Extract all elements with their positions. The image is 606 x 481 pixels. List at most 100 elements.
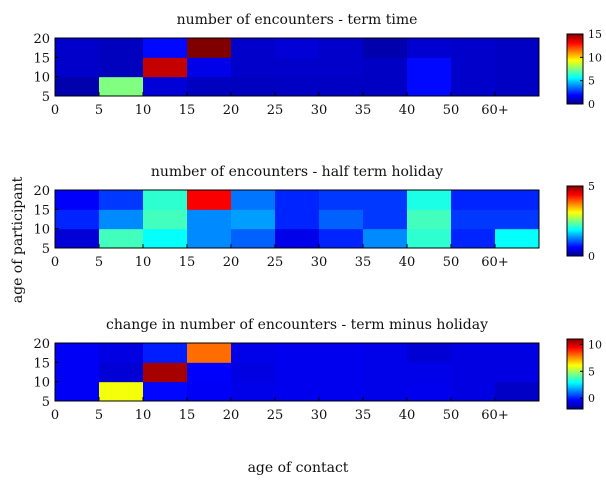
heatmap-cell: [143, 228, 188, 249]
heatmap-cell: [99, 76, 144, 97]
y-tick-label: 10: [33, 376, 50, 391]
colorbar-tick-label: 0: [588, 98, 595, 111]
y-tick-label: 5: [42, 242, 50, 257]
heatmap-cell: [231, 228, 276, 249]
heatmap-cell: [495, 228, 540, 249]
heatmap-cell: [187, 190, 232, 210]
heatmap-cell: [275, 76, 320, 97]
heatmap-panel: number of encounters - term time 0 5 10 15 20…: [33, 12, 602, 118]
heatmap-cell: [363, 362, 408, 383]
x-tick-label: 15: [179, 103, 196, 118]
x-axis-label: age of contact: [248, 460, 349, 476]
y-tick-label: 20: [33, 184, 50, 199]
colorbar-tick-label: 5: [588, 75, 595, 88]
heatmap-cell: [451, 362, 496, 383]
colorbar: [566, 338, 584, 410]
heatmap-cell: [99, 228, 144, 249]
heatmap-cell: [187, 57, 232, 78]
x-tick-label: 30: [311, 408, 328, 423]
heatmap-cell: [319, 190, 364, 210]
x-tick-label: 50: [443, 408, 460, 423]
heatmap-cell: [143, 381, 188, 402]
x-tick-label: 10: [135, 103, 152, 118]
heatmap-cell: [407, 209, 452, 230]
heatmap-cell: [187, 76, 232, 97]
heatmap-cell: [187, 381, 232, 402]
heatmap-cell: [407, 38, 452, 58]
heatmap-cell: [143, 343, 188, 363]
heatmap-cell: [187, 38, 232, 58]
heatmap-cell: [407, 228, 452, 249]
heatmap-cell: [143, 38, 188, 58]
y-tick-label: 15: [33, 51, 50, 66]
colorbar-tick-label: 15: [588, 28, 602, 41]
heatmap-cell: [99, 38, 144, 58]
heatmap-cell: [275, 362, 320, 383]
heatmap-cell: [275, 209, 320, 230]
heatmap-cell: [143, 209, 188, 230]
heatmap-cell: [495, 343, 540, 363]
x-tick-label: 35: [355, 103, 372, 118]
x-tick-label: 30: [311, 103, 328, 118]
heatmap-cell: [275, 381, 320, 402]
heatmap-cell: [275, 57, 320, 78]
x-tick-label: 5: [95, 408, 103, 423]
colorbar-tick-label: 10: [588, 51, 602, 64]
heatmap-cell: [363, 228, 408, 249]
heatmap-cell: [99, 209, 144, 230]
heatmap-cell: [363, 343, 408, 363]
heatmap-cell: [231, 209, 276, 230]
panel-title: change in number of encounters - term mi…: [106, 317, 488, 333]
heatmap-cell: [407, 343, 452, 363]
heatmap-cell: [231, 381, 276, 402]
heatmap-cell: [99, 57, 144, 78]
heatmap-panel: change in number of encounters - term mi…: [33, 317, 602, 423]
heatmap-cell: [407, 57, 452, 78]
heatmap-cell: [495, 76, 540, 97]
heatmap-cell: [363, 38, 408, 58]
heatmap-cell: [143, 190, 188, 210]
y-tick-label: 10: [33, 223, 50, 238]
x-tick-label: 10: [135, 408, 152, 423]
heatmap-cell: [231, 76, 276, 97]
heatmap-cell: [143, 76, 188, 97]
heatmap-cell: [319, 209, 364, 230]
x-tick-label: 0: [51, 408, 59, 423]
y-tick-label: 5: [42, 90, 50, 105]
x-tick-label: 40: [399, 103, 416, 118]
x-tick-label: 50: [443, 103, 460, 118]
heatmap-cell: [55, 190, 100, 210]
heatmap-cell: [275, 228, 320, 249]
plot-frame: [54, 189, 540, 249]
x-tick-label: 10: [135, 255, 152, 270]
panel-title: number of encounters - term time: [177, 12, 418, 28]
heatmap-cell: [495, 38, 540, 58]
heatmap-cell: [55, 381, 100, 402]
x-tick-label: 40: [399, 408, 416, 423]
heatmap-cell: [275, 38, 320, 58]
heatmap-cell: [55, 57, 100, 78]
heatmap-cell: [495, 381, 540, 402]
heatmap-cell: [55, 343, 100, 363]
heatmap-cell: [187, 228, 232, 249]
heatmap-cell: [319, 57, 364, 78]
heatmap-cell: [99, 343, 144, 363]
heatmap-cell: [451, 57, 496, 78]
heatmap-cell: [319, 228, 364, 249]
heatmap-cell: [99, 381, 144, 402]
x-tick-label: 20: [223, 103, 240, 118]
heatmap-cell: [319, 381, 364, 402]
x-tick-label: 30: [311, 255, 328, 270]
heatmap-cell: [319, 76, 364, 97]
heatmap-cell: [231, 362, 276, 383]
heatmap-cell: [319, 343, 364, 363]
y-tick-label: 15: [33, 203, 50, 218]
heatmap-cell: [55, 228, 100, 249]
heatmap-cell: [451, 76, 496, 97]
heatmap-cell: [407, 190, 452, 210]
x-tick-label: 60+: [481, 408, 508, 423]
y-tick-label: 20: [33, 32, 50, 47]
x-tick-label: 0: [51, 255, 59, 270]
heatmap-cell: [231, 57, 276, 78]
